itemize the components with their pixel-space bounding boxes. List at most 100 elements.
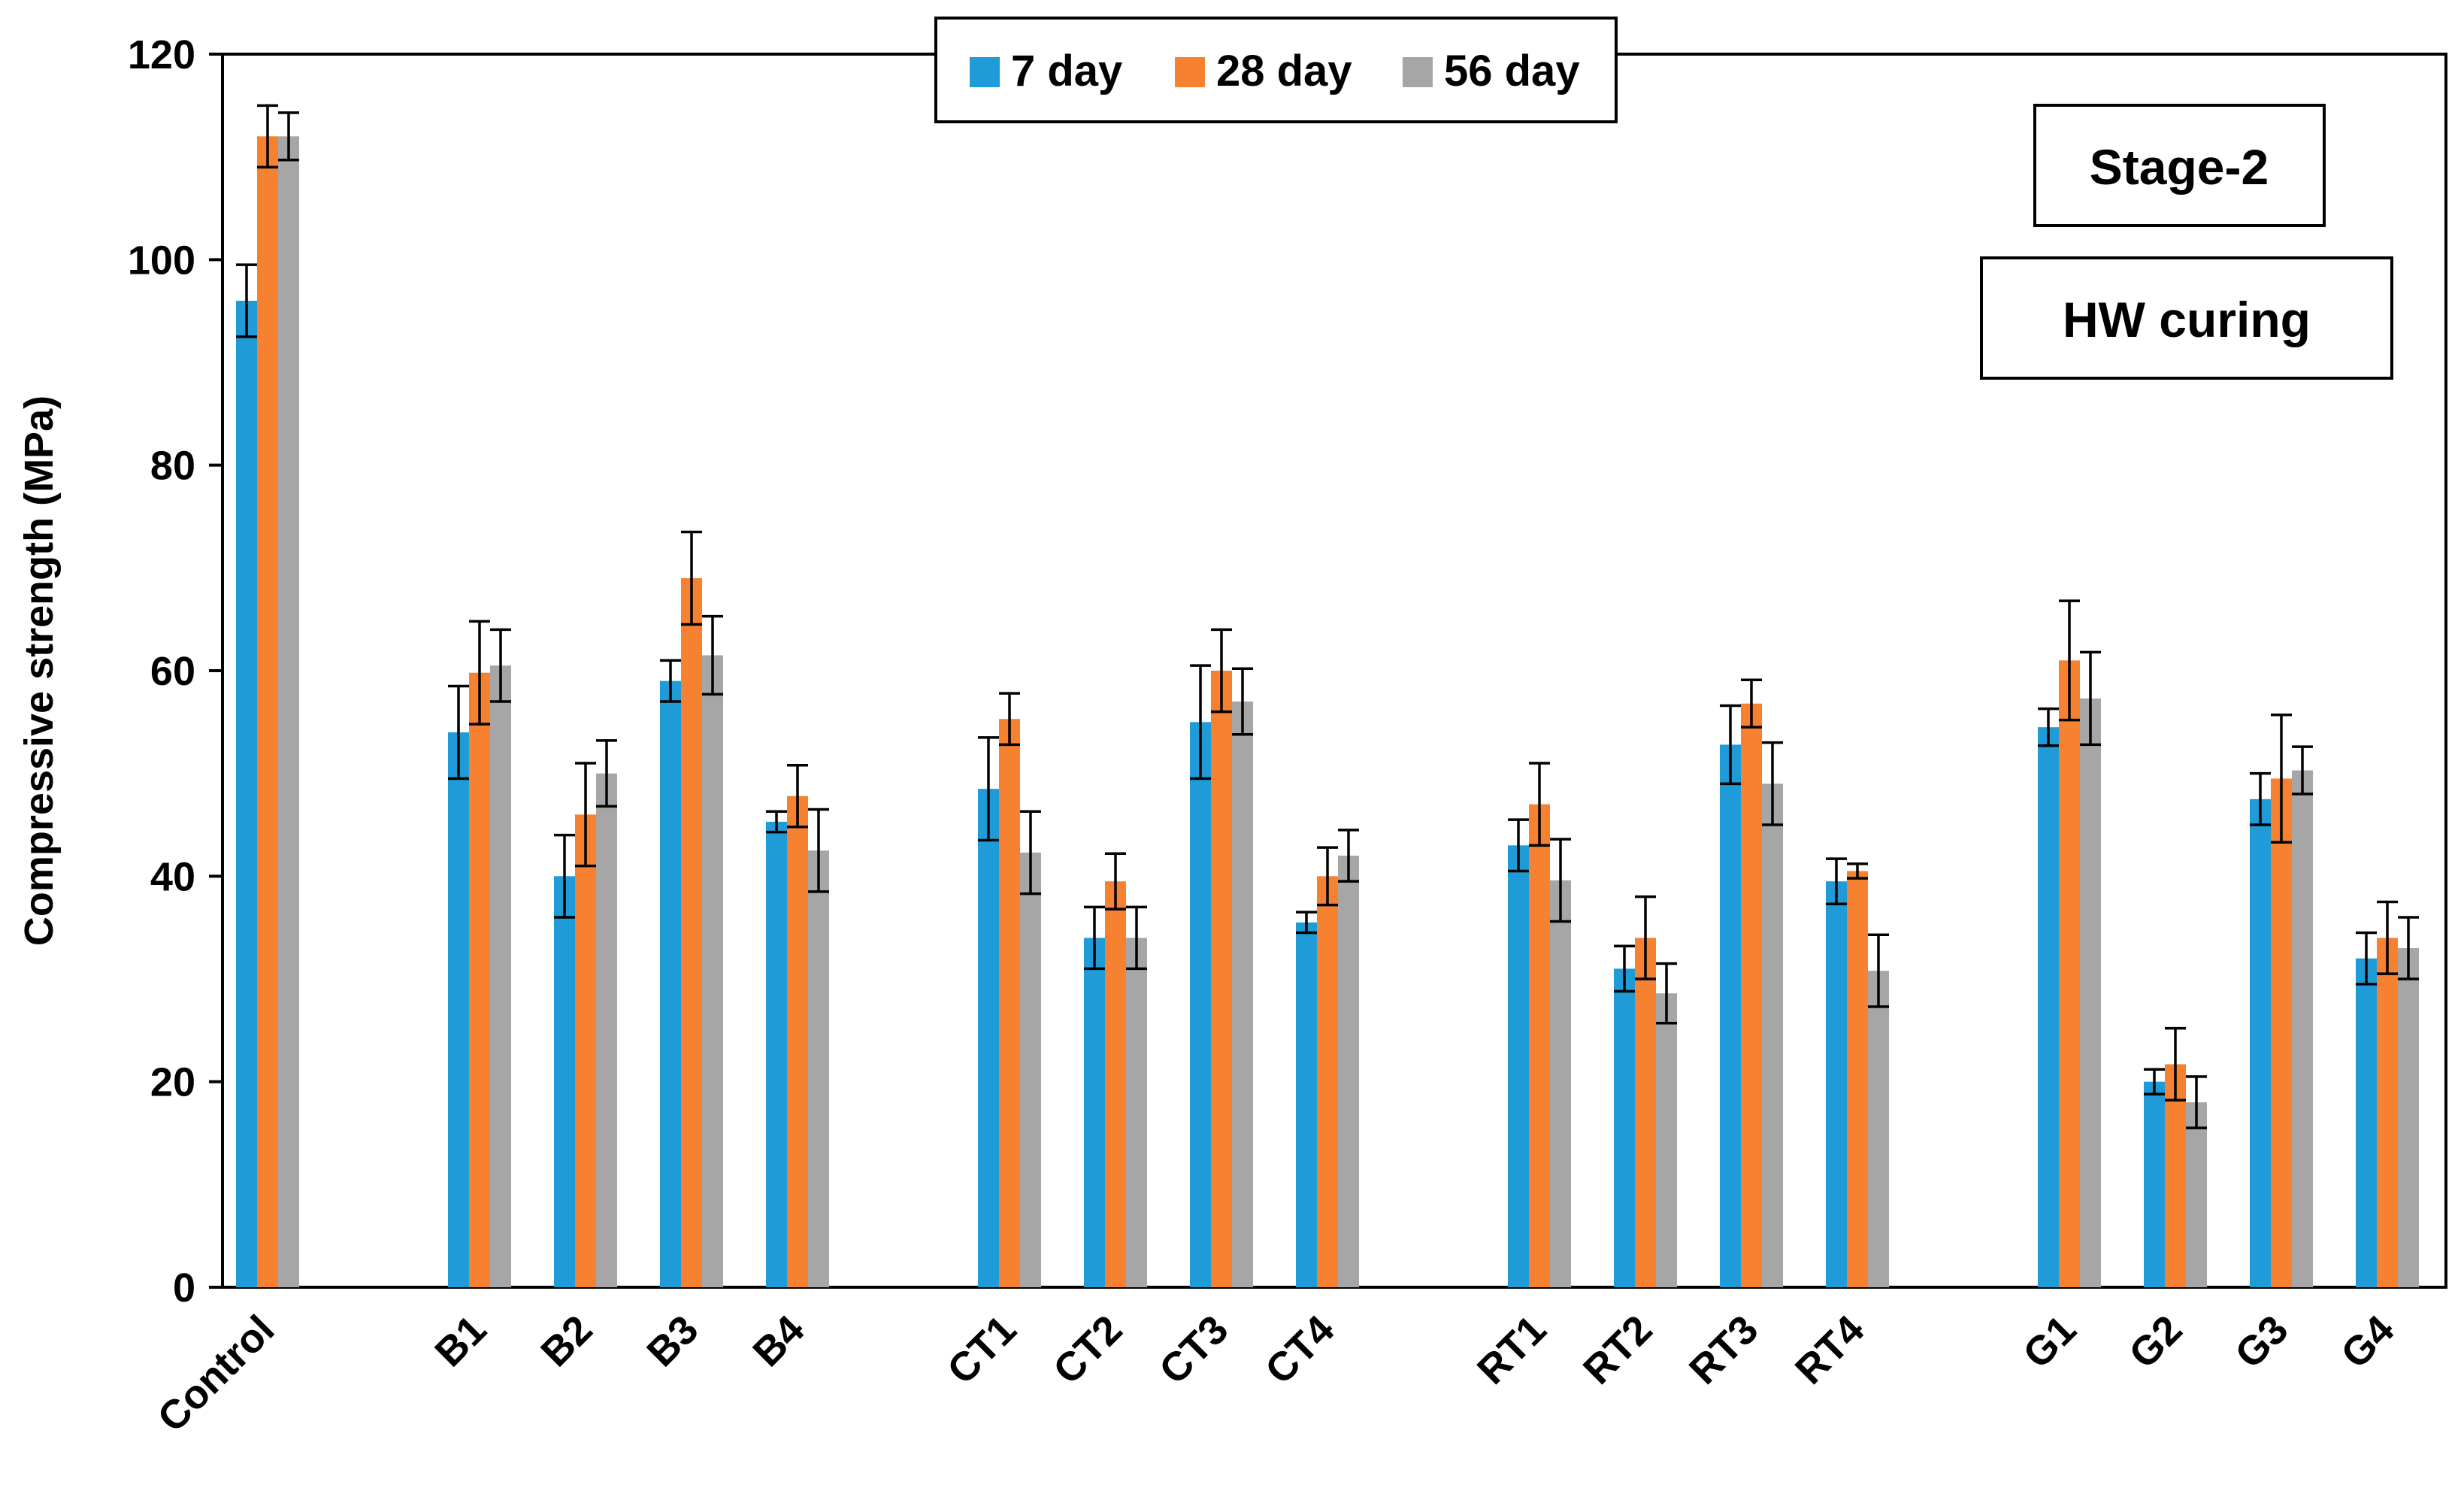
- annotation-curing-box: [1980, 256, 2393, 380]
- error-bar-ct2-28-day: [1105, 852, 1126, 911]
- bar-b4-7-day: [766, 821, 787, 1287]
- bar-g3-56-day: [2292, 770, 2313, 1287]
- error-bar-ct3-56-day: [1232, 667, 1253, 736]
- y-tick-label-20: 20: [150, 1060, 195, 1105]
- error-bar-rt2-28-day: [1635, 895, 1656, 980]
- error-bar-g4-56-day: [2398, 916, 2419, 980]
- bar-g4-28-day: [2377, 938, 2398, 1287]
- error-bar-b3-28-day: [681, 530, 702, 626]
- bar-b1-28-day: [469, 672, 490, 1287]
- error-bar-ct2-56-day: [1126, 905, 1147, 971]
- legend-swatch-28-day: [1175, 57, 1205, 87]
- error-bar-ct2-7-day: [1084, 905, 1105, 971]
- bar-rt1-56-day: [1550, 880, 1571, 1287]
- legend-label-28-day: 28 day: [1216, 47, 1352, 95]
- error-bar-ct4-28-day: [1317, 846, 1338, 907]
- error-bar-b3-7-day: [660, 659, 681, 703]
- error-bar-g2-7-day: [2144, 1068, 2165, 1096]
- error-bar-control-56-day: [278, 111, 299, 162]
- bar-ct2-7-day: [1084, 938, 1105, 1287]
- error-bar-b2-28-day: [575, 762, 596, 868]
- bar-ct1-7-day: [978, 789, 999, 1287]
- bar-rt3-56-day: [1762, 783, 1783, 1287]
- error-bar-ct4-7-day: [1296, 911, 1317, 935]
- bar-rt1-28-day: [1529, 804, 1550, 1287]
- error-bar-ct1-7-day: [978, 736, 999, 842]
- bar-g1-7-day: [2038, 727, 2059, 1287]
- bar-ct2-28-day: [1105, 881, 1126, 1287]
- bar-b2-7-day: [554, 876, 575, 1287]
- bar-rt3-28-day: [1741, 703, 1762, 1287]
- bar-ct3-56-day: [1232, 702, 1253, 1287]
- error-bar-control-28-day: [257, 104, 278, 169]
- y-tick-label-60: 60: [150, 649, 195, 694]
- error-bar-g2-28-day: [2165, 1026, 2186, 1102]
- error-bar-control-7-day: [236, 263, 257, 338]
- error-bar-rt4-56-day: [1868, 933, 1889, 1008]
- error-bar-g3-56-day: [2292, 745, 2313, 796]
- error-bar-ct4-56-day: [1338, 829, 1359, 883]
- error-bar-g4-7-day: [2356, 931, 2377, 986]
- bar-b4-56-day: [808, 850, 829, 1287]
- bar-ct4-28-day: [1317, 876, 1338, 1287]
- y-axis: 0 20 40 60 80 100 120: [128, 32, 222, 1311]
- y-tick-label-0: 0: [173, 1265, 195, 1311]
- error-bar-g1-7-day: [2038, 707, 2059, 747]
- bar-rt4-56-day: [1868, 971, 1889, 1287]
- error-bar-b1-56-day: [490, 628, 511, 703]
- error-bar-g1-28-day: [2059, 599, 2080, 722]
- bar-rt1-7-day: [1508, 845, 1529, 1287]
- error-bar-b2-7-day: [554, 833, 575, 919]
- annotation-stage: Stage-2: [2033, 104, 2326, 227]
- error-bar-b4-7-day: [766, 810, 787, 834]
- bar-b1-56-day: [490, 665, 511, 1287]
- error-bar-b1-7-day: [448, 684, 469, 780]
- bar-g1-28-day: [2059, 660, 2080, 1287]
- error-bar-g2-56-day: [2186, 1075, 2207, 1129]
- bar-b3-56-day: [702, 655, 723, 1287]
- error-bar-rt2-7-day: [1614, 944, 1635, 993]
- y-tick-label-40: 40: [150, 854, 195, 899]
- bar-rt4-28-day: [1847, 871, 1868, 1287]
- error-bars-layer: [236, 104, 2419, 1129]
- bar-b3-28-day: [681, 578, 702, 1287]
- bars-layer: [236, 136, 2419, 1287]
- error-bar-g1-56-day: [2080, 650, 2101, 747]
- bar-b2-28-day: [575, 814, 596, 1287]
- bar-g1-56-day: [2080, 698, 2101, 1287]
- annotation-curing: HW curing: [1980, 256, 2393, 380]
- annotation-stage-box: [2033, 104, 2326, 227]
- error-bar-rt2-56-day: [1656, 962, 1677, 1025]
- bar-rt2-28-day: [1635, 938, 1656, 1287]
- bar-ct3-7-day: [1190, 722, 1211, 1287]
- bar-b4-28-day: [787, 796, 808, 1287]
- error-bar-rt3-28-day: [1741, 678, 1762, 729]
- bar-g3-28-day: [2271, 778, 2292, 1287]
- legend-swatch-7-day: [970, 57, 1000, 87]
- error-bar-rt1-56-day: [1550, 838, 1571, 923]
- bar-ct1-56-day: [1020, 852, 1041, 1287]
- error-bar-g3-7-day: [2250, 771, 2271, 826]
- bar-rt3-7-day: [1720, 744, 1741, 1287]
- bar-ct3-28-day: [1211, 671, 1232, 1287]
- bar-control-56-day: [278, 136, 299, 1287]
- error-bar-ct3-28-day: [1211, 628, 1232, 714]
- error-bar-rt3-56-day: [1762, 741, 1783, 826]
- annotation-stage-text: Stage-2: [2090, 139, 2269, 195]
- error-bar-rt1-7-day: [1508, 818, 1529, 873]
- annotation-curing-text: HW curing: [2063, 292, 2311, 347]
- bar-b1-7-day: [448, 732, 469, 1287]
- error-bar-rt3-7-day: [1720, 704, 1741, 786]
- bar-control-28-day: [257, 136, 278, 1287]
- error-bar-b4-56-day: [808, 808, 829, 893]
- y-axis-title: Compressive strength (MPa): [17, 395, 62, 946]
- y-tick-label-120: 120: [128, 32, 195, 77]
- legend-label-56-day: 56 day: [1444, 47, 1580, 95]
- bar-ct4-56-day: [1338, 856, 1359, 1287]
- bar-rt4-7-day: [1826, 881, 1847, 1287]
- bar-g2-56-day: [2186, 1102, 2207, 1287]
- bar-rt2-56-day: [1656, 993, 1677, 1287]
- error-bar-ct3-7-day: [1190, 664, 1211, 780]
- bar-b2-56-day: [596, 773, 617, 1287]
